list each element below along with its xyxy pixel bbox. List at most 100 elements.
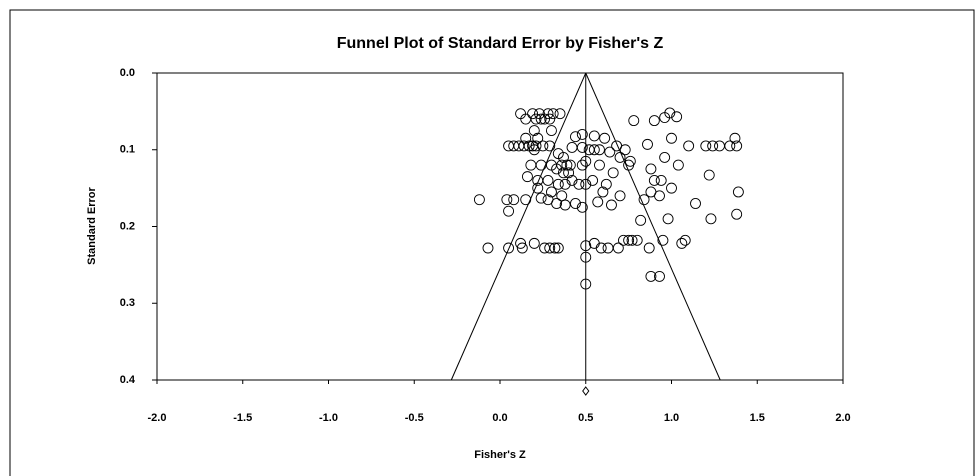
y-tick-label: 0.0 — [120, 67, 135, 79]
study-point — [570, 198, 581, 209]
study-point — [731, 208, 743, 220]
x-tick-label: -1.5 — [233, 412, 252, 424]
study-point — [576, 141, 588, 153]
x-tick-label: 1.5 — [750, 412, 765, 424]
study-point — [676, 237, 688, 249]
study-point — [731, 140, 743, 152]
study-point — [599, 132, 611, 144]
study-point — [520, 113, 532, 125]
study-point — [558, 151, 569, 163]
study-point — [666, 182, 677, 194]
study-point — [648, 174, 660, 186]
x-tick-label: 1.0 — [664, 412, 679, 424]
study-point — [518, 140, 530, 152]
study-point — [659, 112, 671, 123]
study-point — [542, 174, 554, 186]
study-point — [552, 242, 564, 254]
study-point — [623, 234, 635, 246]
study-point — [606, 199, 617, 211]
study-point — [679, 234, 691, 246]
y-tick-label: 0.1 — [120, 144, 135, 156]
study-point — [618, 234, 629, 246]
study-point — [528, 125, 540, 137]
study-point — [594, 144, 605, 156]
study-point — [655, 174, 667, 186]
study-point — [626, 234, 638, 246]
study-point — [623, 159, 635, 171]
study-point — [564, 159, 576, 171]
study-point — [532, 132, 544, 144]
study-point — [657, 234, 669, 246]
study-point — [552, 178, 564, 190]
x-axis-label: Fisher's Z — [474, 449, 526, 461]
study-point — [515, 108, 527, 120]
study-point — [587, 174, 599, 186]
study-point — [666, 132, 677, 144]
x-tick-label: -2.0 — [148, 412, 167, 424]
study-point — [503, 205, 515, 217]
study-point — [683, 140, 695, 152]
study-point — [556, 190, 568, 202]
study-point — [503, 242, 515, 254]
study-point — [535, 192, 547, 204]
study-point — [628, 115, 640, 127]
y-axis-label: Standard Error — [86, 186, 98, 264]
study-point — [703, 169, 715, 181]
study-point — [631, 234, 643, 246]
study-point — [580, 155, 592, 167]
study-point — [547, 108, 559, 120]
study-point — [671, 111, 683, 123]
study-point — [614, 151, 626, 163]
y-tick-label: 0.3 — [120, 297, 135, 309]
study-point — [576, 201, 588, 213]
study-point — [520, 194, 532, 206]
study-point — [614, 190, 626, 202]
study-point — [559, 178, 571, 190]
study-point — [530, 113, 542, 125]
study-point — [597, 186, 609, 198]
study-point — [520, 132, 532, 144]
summary-diamond — [582, 386, 590, 396]
study-point — [542, 108, 554, 120]
study-point — [546, 125, 557, 137]
x-tick-label: 0.5 — [578, 412, 593, 424]
funnel-left — [450, 72, 587, 381]
study-point — [588, 130, 600, 142]
study-point — [592, 196, 604, 208]
study-point — [532, 182, 544, 194]
funnel-right — [585, 72, 721, 381]
study-point — [707, 140, 719, 152]
study-point — [594, 159, 605, 171]
study-point — [501, 194, 513, 206]
study-point — [549, 242, 561, 254]
study-point — [714, 140, 725, 152]
study-point — [558, 167, 569, 179]
study-point — [580, 178, 592, 190]
x-tick-label: -0.5 — [405, 412, 424, 424]
study-point — [535, 159, 547, 171]
study-point — [588, 237, 600, 249]
study-point — [645, 163, 657, 175]
study-point — [554, 108, 566, 120]
study-point — [580, 251, 592, 263]
study-point — [645, 270, 657, 282]
study-point — [566, 174, 578, 186]
y-tick-label: 0.4 — [120, 374, 136, 386]
study-point — [642, 138, 653, 150]
study-point — [561, 159, 573, 171]
study-point — [515, 237, 527, 249]
study-point — [580, 278, 592, 290]
study-point — [604, 146, 616, 158]
x-tick-label: 2.0 — [835, 412, 850, 424]
study-point — [635, 214, 647, 226]
study-point — [528, 237, 540, 249]
study-point — [544, 242, 556, 254]
study-point — [573, 178, 585, 190]
study-point — [729, 132, 741, 144]
x-tick-label: -1.0 — [319, 412, 338, 424]
study-point — [551, 163, 563, 175]
study-point — [659, 151, 671, 163]
study-point — [724, 140, 736, 152]
study-point — [473, 194, 485, 206]
